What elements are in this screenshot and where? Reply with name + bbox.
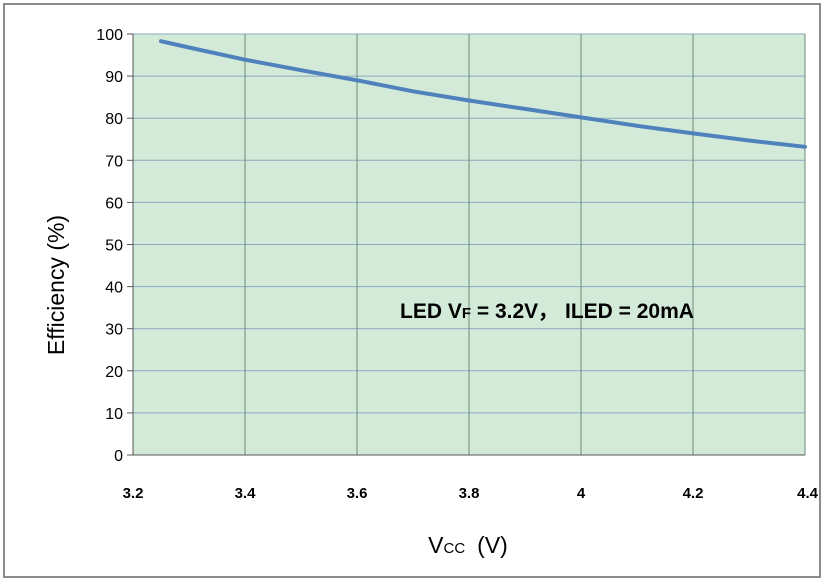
y-tick-label: 40 (105, 280, 123, 297)
x-tick-label: 3.8 (459, 485, 480, 502)
x-axis-label-unit: (V) (477, 532, 508, 558)
x-tick-label: 4 (577, 485, 586, 502)
y-axis-label: Efficiency (%) (43, 215, 69, 355)
y-tick-label: 70 (105, 153, 123, 170)
x-tick-label: 3.6 (347, 485, 368, 502)
y-tick-label: 10 (105, 406, 123, 423)
y-tick-label: 20 (105, 364, 123, 381)
gridlines (127, 33, 806, 456)
y-tick-label: 60 (105, 195, 123, 212)
x-tick-label: 3.4 (235, 485, 257, 502)
y-tick-label: 80 (105, 111, 123, 128)
x-axis-label-main: V (428, 532, 444, 558)
annotation-rest: = 3.2V， ILED = 20mA (471, 300, 694, 323)
series-group (159, 39, 807, 149)
y-tick-label: 30 (105, 322, 123, 339)
x-axis-tick-labels: 3.2 3.4 3.6 3.8 4 4.2 4.4 (123, 485, 819, 502)
y-tick-label: 90 (105, 69, 123, 86)
y-tick-label: 50 (105, 238, 123, 255)
annotation-vf-subscript: F (462, 305, 471, 322)
chart-annotation: LED VF = 3.2V， ILED = 20mA (400, 300, 694, 323)
annotation-led: LED V (400, 300, 462, 323)
y-tick-label: 0 (114, 448, 123, 465)
y-tick-label: 100 (96, 27, 123, 44)
x-axis-label: VCC (V) (428, 532, 508, 558)
x-axis-label-subscript: CC (444, 540, 466, 557)
x-tick-label: 3.2 (123, 485, 144, 502)
x-tick-label: 4.4 (797, 485, 819, 502)
y-axis-tick-labels: 0 10 20 30 40 50 60 70 80 90 100 (96, 27, 123, 465)
x-tick-label: 4.2 (683, 485, 704, 502)
efficiency-series-line (159, 39, 807, 149)
